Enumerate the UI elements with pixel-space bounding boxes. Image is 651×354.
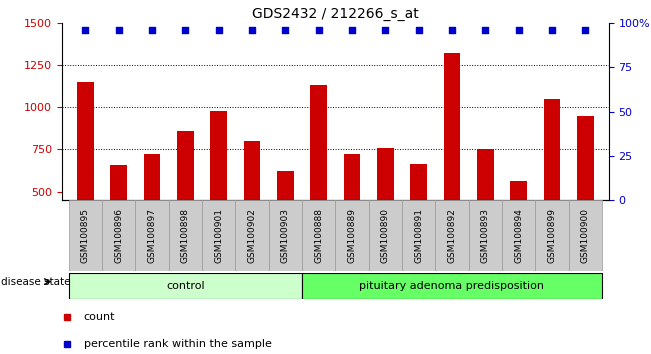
Point bbox=[247, 27, 257, 33]
Bar bbox=[368, 200, 402, 271]
Text: GSM100897: GSM100897 bbox=[147, 208, 156, 263]
Bar bbox=[177, 131, 193, 200]
Text: GSM100894: GSM100894 bbox=[514, 208, 523, 263]
Bar bbox=[335, 200, 368, 271]
Bar bbox=[535, 200, 569, 271]
Bar bbox=[344, 154, 360, 200]
Point bbox=[347, 27, 357, 33]
Bar bbox=[110, 165, 127, 200]
Bar bbox=[502, 200, 535, 271]
Bar bbox=[169, 200, 202, 271]
Bar bbox=[402, 200, 436, 271]
Bar bbox=[143, 154, 160, 200]
Bar bbox=[569, 200, 602, 271]
Text: GSM100896: GSM100896 bbox=[114, 208, 123, 263]
Bar bbox=[68, 200, 102, 271]
Bar bbox=[135, 200, 169, 271]
Bar bbox=[544, 99, 561, 200]
Text: GSM100900: GSM100900 bbox=[581, 208, 590, 263]
Point bbox=[180, 27, 191, 33]
Bar bbox=[202, 200, 235, 271]
Text: GSM100903: GSM100903 bbox=[281, 208, 290, 263]
Bar bbox=[577, 116, 594, 200]
Text: GSM100898: GSM100898 bbox=[181, 208, 189, 263]
Text: pituitary adenoma predisposition: pituitary adenoma predisposition bbox=[359, 281, 544, 291]
Point bbox=[80, 27, 90, 33]
Bar bbox=[102, 200, 135, 271]
Point bbox=[380, 27, 391, 33]
Bar bbox=[377, 148, 394, 200]
Text: GSM100893: GSM100893 bbox=[481, 208, 490, 263]
Title: GDS2432 / 212266_s_at: GDS2432 / 212266_s_at bbox=[252, 7, 419, 21]
Text: GSM100895: GSM100895 bbox=[81, 208, 90, 263]
Point bbox=[413, 27, 424, 33]
Bar bbox=[311, 85, 327, 200]
Bar bbox=[68, 273, 302, 299]
Point bbox=[313, 27, 324, 33]
Text: GSM100889: GSM100889 bbox=[348, 208, 357, 263]
Text: GSM100899: GSM100899 bbox=[547, 208, 557, 263]
Bar bbox=[302, 200, 335, 271]
Bar bbox=[210, 111, 227, 200]
Text: count: count bbox=[84, 312, 115, 322]
Bar bbox=[277, 171, 294, 200]
Bar bbox=[510, 182, 527, 200]
Bar bbox=[469, 200, 502, 271]
Bar bbox=[269, 200, 302, 271]
Bar bbox=[243, 141, 260, 200]
Point bbox=[146, 27, 157, 33]
Text: GSM100892: GSM100892 bbox=[447, 208, 456, 263]
Text: percentile rank within the sample: percentile rank within the sample bbox=[84, 339, 271, 349]
Text: GSM100888: GSM100888 bbox=[314, 208, 323, 263]
Bar bbox=[302, 273, 602, 299]
Bar bbox=[436, 200, 469, 271]
Text: GSM100901: GSM100901 bbox=[214, 208, 223, 263]
Point bbox=[514, 27, 524, 33]
Bar bbox=[77, 82, 94, 200]
Bar bbox=[410, 164, 427, 200]
Point bbox=[214, 27, 224, 33]
Bar bbox=[477, 149, 493, 200]
Point bbox=[280, 27, 290, 33]
Point bbox=[113, 27, 124, 33]
Text: GSM100891: GSM100891 bbox=[414, 208, 423, 263]
Text: GSM100890: GSM100890 bbox=[381, 208, 390, 263]
Point bbox=[480, 27, 490, 33]
Bar bbox=[443, 53, 460, 200]
Point bbox=[547, 27, 557, 33]
Text: GSM100902: GSM100902 bbox=[247, 208, 256, 263]
Bar bbox=[235, 200, 269, 271]
Point bbox=[580, 27, 590, 33]
Point bbox=[447, 27, 457, 33]
Text: control: control bbox=[166, 281, 204, 291]
Text: disease state: disease state bbox=[1, 276, 71, 287]
